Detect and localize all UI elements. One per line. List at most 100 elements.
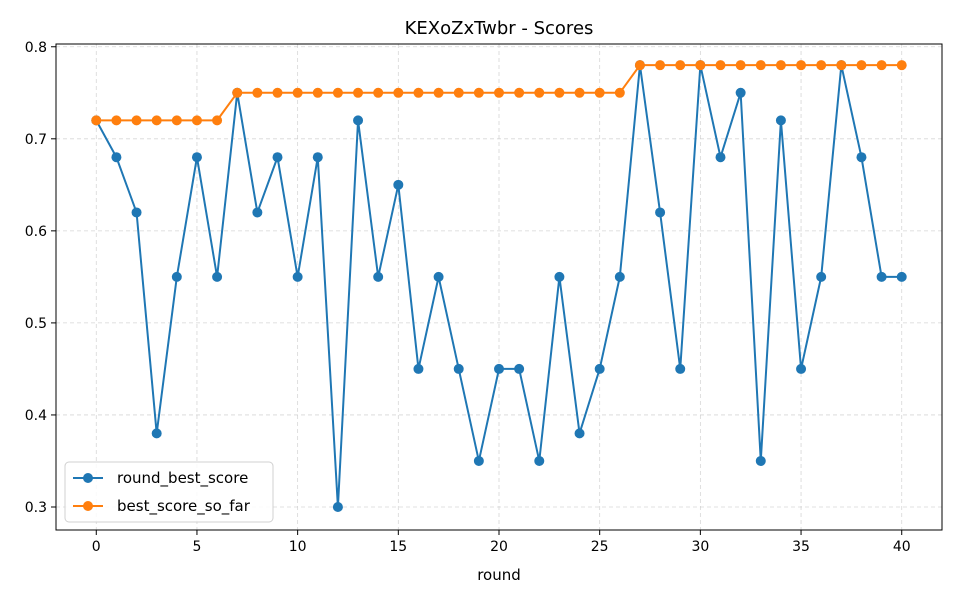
- data-point: [131, 207, 142, 218]
- data-point: [252, 207, 263, 218]
- data-point: [232, 87, 243, 98]
- data-point: [453, 363, 464, 374]
- data-point: [574, 87, 585, 98]
- legend-box: [64, 461, 274, 523]
- data-point: [191, 152, 202, 163]
- data-point: [574, 428, 585, 439]
- data-point: [473, 455, 484, 466]
- series-best-score-so-far: [91, 60, 907, 126]
- data-point: [212, 115, 223, 126]
- data-point: [675, 363, 686, 374]
- legend: round_best_score best_score_so_far: [64, 461, 274, 523]
- data-point: [876, 271, 887, 282]
- data-point: [715, 152, 726, 163]
- legend-label: round_best_score: [117, 469, 248, 488]
- data-point: [675, 60, 686, 71]
- data-point: [896, 60, 907, 71]
- data-point: [473, 87, 484, 98]
- legend-swatch-marker: [83, 473, 93, 483]
- x-axis-label: round: [477, 566, 521, 584]
- data-point: [433, 271, 444, 282]
- data-point: [554, 87, 565, 98]
- data-point: [494, 87, 504, 98]
- data-point: [614, 271, 625, 282]
- data-point: [393, 179, 404, 190]
- data-point: [755, 60, 766, 71]
- data-point: [131, 115, 142, 126]
- data-point: [594, 87, 605, 98]
- x-tick-label: 10: [289, 539, 307, 555]
- y-tick-label: 0.4: [25, 408, 47, 424]
- data-point: [252, 87, 263, 98]
- data-point: [413, 363, 424, 374]
- data-point: [514, 87, 525, 98]
- data-point: [453, 87, 464, 98]
- y-tick-label: 0.8: [25, 40, 47, 56]
- data-point: [312, 152, 323, 163]
- data-point: [534, 87, 545, 98]
- data-point: [816, 271, 827, 282]
- x-tick-label: 30: [691, 539, 709, 555]
- data-point: [655, 60, 666, 71]
- data-point: [896, 271, 907, 282]
- data-point: [212, 271, 223, 282]
- data-point: [876, 60, 887, 71]
- data-point: [272, 87, 283, 98]
- data-point: [735, 60, 746, 71]
- data-point: [171, 271, 182, 282]
- data-point: [433, 87, 444, 98]
- data-point: [353, 115, 364, 126]
- x-tick-label: 25: [591, 539, 609, 555]
- data-point: [514, 363, 525, 374]
- legend-item: round_best_score: [73, 469, 248, 488]
- data-point: [312, 87, 323, 98]
- data-point: [775, 115, 786, 126]
- x-tick-label: 0: [92, 539, 101, 555]
- x-tick-label: 20: [490, 539, 508, 555]
- data-point: [796, 363, 807, 374]
- x-tick-label: 40: [893, 539, 911, 555]
- data-point: [856, 60, 867, 71]
- data-point: [816, 60, 827, 71]
- data-point: [292, 271, 303, 282]
- data-point: [393, 87, 404, 98]
- data-point: [191, 115, 202, 126]
- data-point: [755, 455, 766, 466]
- data-point: [373, 87, 384, 98]
- data-point: [151, 115, 162, 126]
- data-point: [111, 152, 122, 163]
- y-tick-label: 0.7: [25, 132, 47, 148]
- data-point: [111, 115, 122, 126]
- data-point: [594, 363, 605, 374]
- data-point: [292, 87, 303, 98]
- data-point: [775, 60, 786, 71]
- data-point: [373, 271, 384, 282]
- data-point: [171, 115, 182, 126]
- series: [91, 60, 907, 512]
- data-point: [836, 60, 847, 71]
- x-tick-label: 5: [192, 539, 201, 555]
- data-point: [634, 60, 645, 71]
- data-point: [856, 152, 867, 163]
- data-point: [534, 455, 545, 466]
- y-tick-label: 0.5: [25, 316, 47, 332]
- data-point: [494, 363, 504, 374]
- data-point: [272, 152, 283, 163]
- data-point: [614, 87, 625, 98]
- legend-item: best_score_so_far: [73, 497, 251, 516]
- data-point: [332, 501, 343, 512]
- y-tick-label: 0.6: [25, 224, 47, 240]
- data-point: [695, 60, 706, 71]
- data-point: [151, 428, 162, 439]
- axes: 0 5 10 15 20 25 30 35 40 0.3 0.4 0.5 0.6 0.7 0.8: [25, 40, 911, 555]
- x-tick-label: 35: [792, 539, 810, 555]
- data-point: [796, 60, 807, 71]
- data-point: [735, 87, 746, 98]
- data-point: [332, 87, 343, 98]
- data-point: [353, 87, 364, 98]
- chart-title: KEXoZxTwbr - Scores: [405, 18, 594, 39]
- data-point: [91, 115, 102, 126]
- y-tick-label: 0.3: [25, 500, 47, 516]
